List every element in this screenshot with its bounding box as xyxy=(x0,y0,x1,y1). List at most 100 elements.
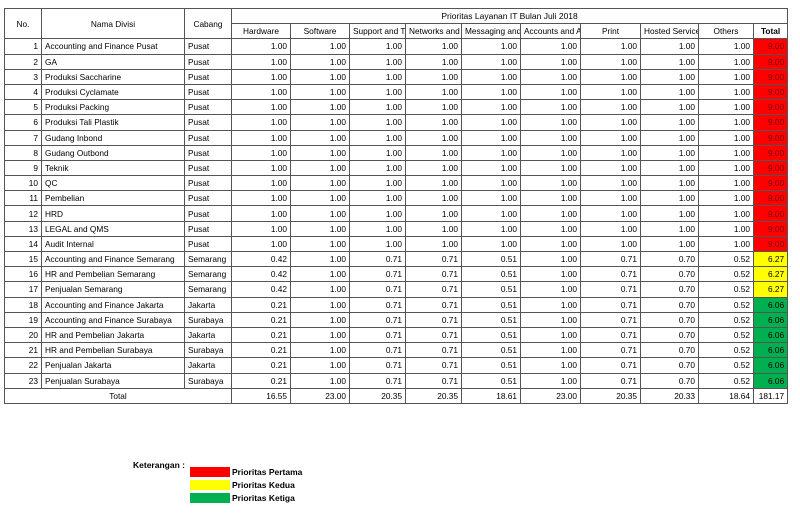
division-name: HR and Pembelian Jakarta xyxy=(41,326,185,344)
value-cell: 1.00 xyxy=(580,175,641,192)
value-cell: 1.00 xyxy=(405,83,462,101)
branch-name: Surabaya xyxy=(184,372,232,389)
value-cell: 1.00 xyxy=(640,159,699,177)
branch-name: Pusat xyxy=(184,83,232,101)
value-cell: 1.00 xyxy=(461,83,521,101)
col-header: Accounts and Access xyxy=(520,23,581,40)
col-header: Hosted Services xyxy=(640,23,699,40)
table-row: 1 Accounting and Finance Pusat Pusat 1.00 1.… xyxy=(4,38,789,55)
value-cell: 0.71 xyxy=(405,311,462,328)
value-cell: 1.00 xyxy=(698,175,754,192)
value-cell: 1.00 xyxy=(520,357,581,374)
value-cell: 0.21 xyxy=(231,296,291,313)
value-cell: 1.00 xyxy=(520,326,581,344)
value-cell: 0.70 xyxy=(640,266,699,283)
division-name: Audit Internal xyxy=(41,235,185,253)
value-cell: 1.00 xyxy=(698,129,754,146)
row-number: 2 xyxy=(4,53,42,70)
table-row: 14 Audit Internal Pusat 1.00 1.00 1.00 1.00 1.0… xyxy=(4,235,789,253)
value-cell: 0.21 xyxy=(231,357,291,374)
table-row: 21 HR and Pembelian Surabaya Surabaya 0.21 1… xyxy=(4,342,789,359)
value-cell: 0.51 xyxy=(461,357,521,374)
value-cell: 1.00 xyxy=(290,311,350,328)
value-cell: 0.42 xyxy=(231,281,291,298)
value-cell: 1.00 xyxy=(580,220,641,237)
value-cell: 1.00 xyxy=(231,190,291,207)
legend-label: Prioritas Ketiga xyxy=(232,493,295,503)
value-cell: 1.00 xyxy=(580,83,641,101)
value-cell: 1.00 xyxy=(640,220,699,237)
legend-label: Prioritas Kedua xyxy=(232,480,295,490)
value-cell: 1.00 xyxy=(461,53,521,70)
value-cell: 1.00 xyxy=(231,129,291,146)
table-row: 20 HR and Pembelian Jakarta Jakarta 0.21 1.0… xyxy=(4,326,789,344)
value-cell: 1.00 xyxy=(405,53,462,70)
value-cell: 0.70 xyxy=(640,250,699,268)
value-cell: 0.70 xyxy=(640,357,699,374)
value-cell: 1.00 xyxy=(520,250,581,268)
table-title: Prioritas Layanan IT Bulan Juli 2018 xyxy=(230,7,789,25)
value-cell: 0.71 xyxy=(349,266,406,283)
value-cell: 0.21 xyxy=(231,342,291,359)
col-header: Support and Training xyxy=(349,23,406,40)
value-cell: 0.71 xyxy=(580,266,641,283)
value-cell: 1.00 xyxy=(580,53,641,70)
value-cell: 0.52 xyxy=(698,281,754,298)
value-cell: 1.00 xyxy=(349,68,406,85)
branch-name: Jakarta xyxy=(184,357,232,374)
row-number: 17 xyxy=(4,281,42,298)
value-cell: 1.00 xyxy=(580,144,641,161)
totals-row: Total 16.55 23.00 20.35 20.35 18.61 23.0… xyxy=(4,387,789,404)
table-row: 8 Gudang Outbond Pusat 1.00 1.00 1.00 1.00 1.00… xyxy=(4,144,789,161)
division-name: Produksi Packing xyxy=(41,99,185,116)
value-cell: 1.00 xyxy=(461,220,521,237)
division-name: Accounting and Finance Pusat xyxy=(41,38,185,55)
value-cell: 1.00 xyxy=(405,114,462,131)
value-cell: 1.00 xyxy=(290,250,350,268)
value-cell: 1.00 xyxy=(580,235,641,253)
value-cell: 0.71 xyxy=(349,357,406,374)
value-cell: 1.00 xyxy=(349,175,406,192)
value-cell: 0.52 xyxy=(698,266,754,283)
value-cell: 1.00 xyxy=(698,235,754,253)
value-cell: 0.71 xyxy=(349,372,406,389)
value-cell: 1.00 xyxy=(520,342,581,359)
branch-name: Surabaya xyxy=(184,311,232,328)
value-cell: 0.42 xyxy=(231,266,291,283)
value-cell: 1.00 xyxy=(290,175,350,192)
value-cell: 1.00 xyxy=(580,114,641,131)
value-cell: 0.71 xyxy=(580,326,641,344)
value-cell: 1.00 xyxy=(290,220,350,237)
value-cell: 1.00 xyxy=(290,281,350,298)
row-number: 13 xyxy=(4,220,42,237)
row-number: 23 xyxy=(4,372,42,389)
total-cell-priority: 9.00 xyxy=(752,83,789,101)
value-cell: 1.00 xyxy=(520,83,581,101)
header-no: No. xyxy=(4,7,42,40)
division-name: Produksi Tali Plastik xyxy=(41,114,185,131)
header-cabang: Cabang xyxy=(184,7,232,40)
value-cell: 0.51 xyxy=(461,266,521,283)
value-cell: 1.00 xyxy=(698,99,754,116)
value-cell: 1.00 xyxy=(640,53,699,70)
value-cell: 1.00 xyxy=(290,190,350,207)
value-cell: 1.00 xyxy=(698,83,754,101)
total-cell-priority: 6.06 xyxy=(752,296,789,313)
value-cell: 1.00 xyxy=(520,296,581,313)
row-number: 22 xyxy=(4,357,42,374)
branch-name: Semarang xyxy=(184,281,232,298)
value-cell: 1.00 xyxy=(405,205,462,222)
value-cell: 1.00 xyxy=(349,83,406,101)
value-cell: 0.21 xyxy=(231,326,291,344)
value-cell: 1.00 xyxy=(349,144,406,161)
value-cell: 1.00 xyxy=(290,357,350,374)
total-cell-priority: 9.00 xyxy=(752,220,789,237)
value-cell: 1.00 xyxy=(640,144,699,161)
table-row: 22 Penjualan Jakarta Jakarta 0.21 1.00 0.71 0.… xyxy=(4,357,789,374)
value-cell: 1.00 xyxy=(231,159,291,177)
value-cell: 1.00 xyxy=(405,68,462,85)
value-cell: 1.00 xyxy=(580,205,641,222)
table-row: 4 Produksi Cyclamate Pusat 1.00 1.00 1.00 1.00… xyxy=(4,83,789,101)
value-cell: 1.00 xyxy=(698,114,754,131)
total-cell-priority: 6.27 xyxy=(752,250,789,268)
